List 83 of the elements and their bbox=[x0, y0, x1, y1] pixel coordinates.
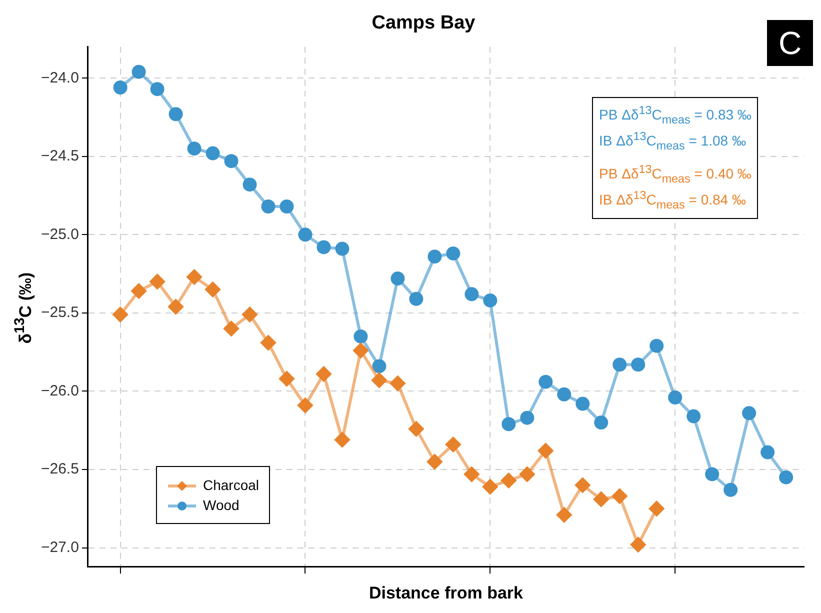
point bbox=[724, 482, 738, 497]
point bbox=[594, 492, 609, 507]
point bbox=[760, 445, 775, 460]
point bbox=[409, 292, 424, 306]
point bbox=[150, 274, 165, 290]
legend-label: Wood bbox=[202, 497, 240, 513]
legend-label: Charcoal bbox=[202, 477, 260, 493]
point bbox=[686, 409, 701, 424]
point bbox=[280, 200, 294, 214]
point bbox=[335, 242, 350, 256]
point bbox=[131, 284, 146, 299]
point bbox=[612, 488, 628, 504]
annotation: IB Δδ$^{13}$C$_{meas}$ = 0.84 ‰ bbox=[599, 188, 747, 214]
point bbox=[668, 390, 682, 405]
point bbox=[390, 272, 405, 286]
y-tick-label: −24.5 bbox=[40, 148, 79, 165]
point bbox=[150, 82, 164, 96]
point bbox=[557, 387, 572, 402]
point bbox=[334, 432, 350, 448]
point bbox=[260, 335, 276, 350]
point bbox=[113, 80, 128, 95]
point bbox=[556, 507, 572, 522]
y-tick-label: −26.0 bbox=[40, 382, 79, 400]
point bbox=[482, 479, 498, 494]
point bbox=[112, 307, 128, 322]
point bbox=[187, 142, 202, 156]
point bbox=[538, 374, 553, 389]
point bbox=[464, 287, 479, 302]
point bbox=[205, 282, 220, 297]
point bbox=[594, 416, 608, 430]
point bbox=[483, 293, 498, 308]
point bbox=[502, 417, 516, 432]
point bbox=[316, 366, 332, 382]
point bbox=[427, 454, 442, 470]
point bbox=[428, 250, 442, 264]
point bbox=[520, 466, 535, 482]
y-tick-label: −24.0 bbox=[40, 69, 79, 86]
point bbox=[298, 398, 313, 413]
point bbox=[520, 410, 534, 425]
point bbox=[168, 299, 184, 314]
point bbox=[464, 466, 480, 482]
point bbox=[538, 443, 554, 458]
point bbox=[298, 228, 312, 242]
point bbox=[168, 107, 183, 122]
point bbox=[132, 64, 146, 79]
point bbox=[649, 501, 664, 516]
annotation: IB Δδ$^{13}$C$_{meas}$ = 1.08 ‰ bbox=[599, 129, 747, 155]
point bbox=[186, 269, 202, 284]
point bbox=[224, 321, 239, 336]
point bbox=[206, 146, 220, 160]
point bbox=[630, 537, 646, 552]
point bbox=[224, 154, 238, 168]
point bbox=[742, 406, 756, 420]
point bbox=[446, 436, 461, 452]
point bbox=[612, 358, 627, 372]
point bbox=[779, 470, 794, 484]
annotation: PB Δδ$^{13}$C$_{meas}$ = 0.40 ‰ bbox=[599, 162, 752, 188]
y-tick-label: −25.0 bbox=[40, 226, 79, 243]
point bbox=[576, 396, 590, 411]
y-tick-label: −25.5 bbox=[40, 304, 79, 322]
point bbox=[353, 343, 368, 358]
point bbox=[261, 200, 276, 214]
point bbox=[372, 359, 386, 374]
x-axis-title: Distance from bark bbox=[368, 583, 524, 602]
point bbox=[242, 178, 257, 192]
point bbox=[446, 246, 460, 260]
point bbox=[501, 472, 516, 488]
chart-title: Camps Bay bbox=[372, 12, 476, 34]
point bbox=[316, 240, 331, 254]
point bbox=[631, 358, 646, 372]
annotation: C bbox=[767, 20, 813, 66]
y-tick-label: −27.0 bbox=[40, 538, 79, 556]
point bbox=[575, 478, 590, 493]
point bbox=[242, 307, 258, 322]
point bbox=[279, 371, 294, 386]
point bbox=[705, 467, 720, 482]
point bbox=[354, 329, 368, 344]
point bbox=[372, 372, 387, 388]
point bbox=[390, 376, 406, 391]
annotation: PB Δδ$^{13}$C$_{meas}$ = 0.83 ‰ bbox=[599, 103, 752, 128]
point bbox=[650, 338, 664, 353]
y-tick-label: −26.5 bbox=[40, 460, 79, 478]
point bbox=[408, 421, 424, 436]
